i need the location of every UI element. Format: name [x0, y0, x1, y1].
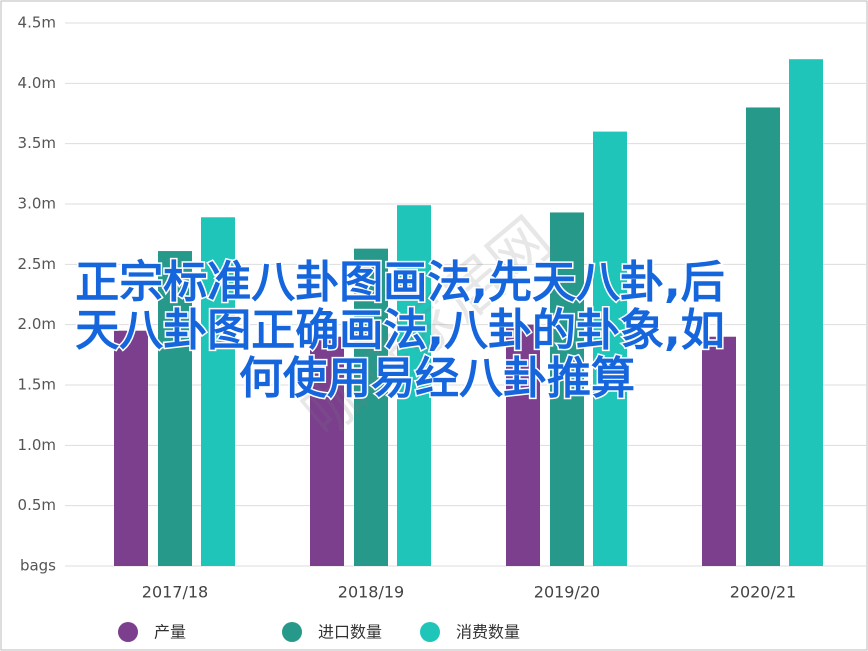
bar — [310, 336, 344, 566]
y-tick-label: 4.0m — [18, 74, 56, 92]
legend-swatch — [118, 622, 138, 642]
y-tick-label: 3.5m — [18, 134, 56, 152]
y-tick-label: 2.0m — [18, 315, 56, 333]
x-tick-label: 2020/21 — [730, 583, 796, 602]
y-tick-label: 3.0m — [18, 195, 56, 213]
overlay-title: 正宗标准八卦图画法,先天八卦,后 — [75, 257, 724, 308]
bar — [397, 205, 431, 566]
overlay-title: 何使用易经八卦推算 — [239, 353, 635, 404]
y-tick-label: 4.5m — [18, 14, 56, 32]
legend-label: 消费数量 — [456, 623, 520, 642]
bar — [354, 248, 388, 566]
bar — [158, 251, 192, 566]
bar — [593, 131, 627, 566]
bar — [702, 336, 736, 566]
bar — [550, 212, 584, 567]
overlay-title: 天八卦图正确画法,八卦的卦象,如 — [75, 305, 724, 356]
legend-label: 进口数量 — [318, 623, 382, 642]
y-tick-label: 1.5m — [18, 376, 56, 394]
bar — [201, 217, 235, 567]
bar — [746, 107, 780, 566]
x-tick-label: 2018/19 — [338, 583, 404, 602]
x-tick-label: 2017/18 — [142, 583, 208, 602]
y-tick-label: bags — [20, 557, 56, 575]
y-tick-label: 1.0m — [18, 436, 56, 454]
y-tick-label: 2.5m — [18, 255, 56, 273]
bar — [506, 324, 540, 566]
bar — [789, 59, 823, 566]
y-tick-label: 0.5m — [18, 496, 56, 514]
legend-swatch — [420, 622, 440, 642]
x-tick-label: 2019/20 — [534, 583, 600, 602]
legend-label: 产量 — [154, 623, 186, 642]
bar — [114, 330, 148, 566]
legend-swatch — [282, 622, 302, 642]
